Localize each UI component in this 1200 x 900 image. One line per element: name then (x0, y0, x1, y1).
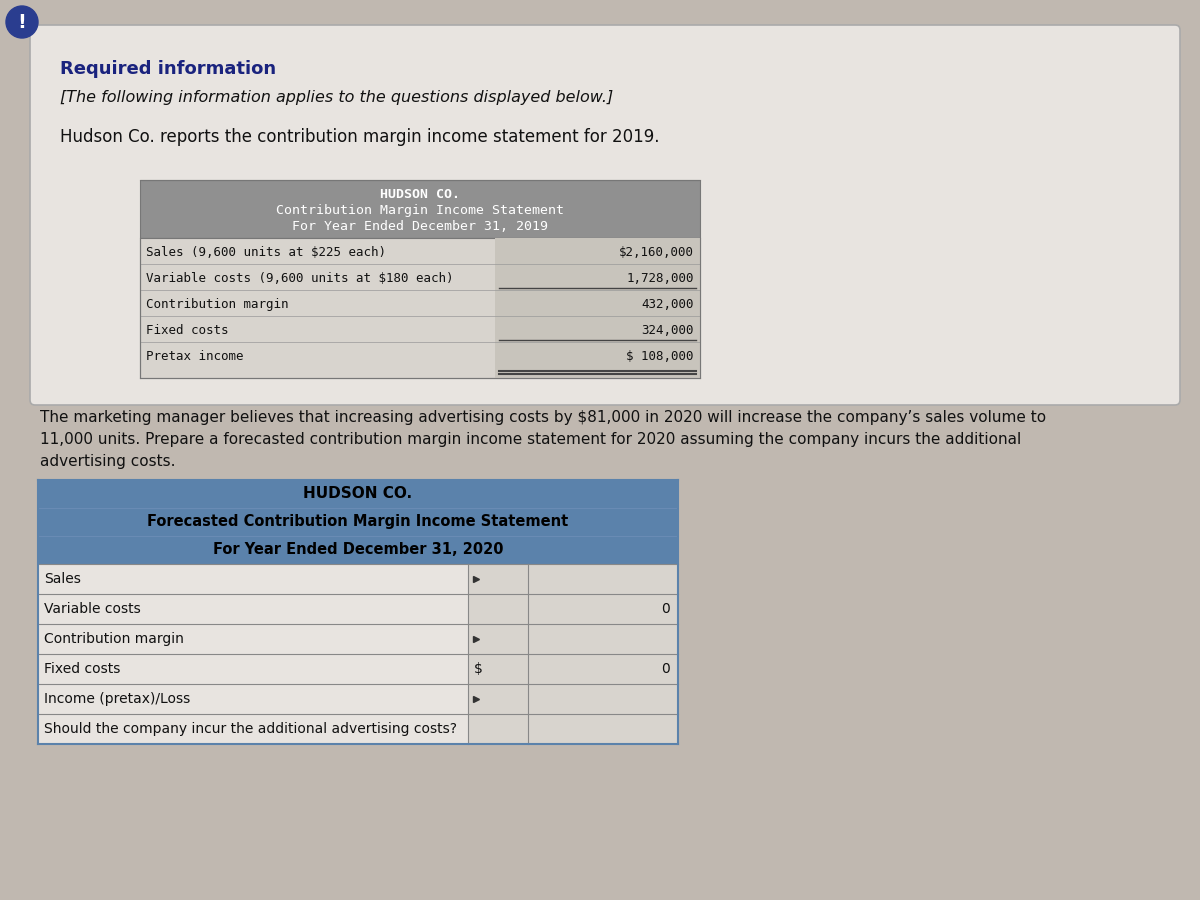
Text: The marketing manager believes that increasing advertising costs by $81,000 in 2: The marketing manager believes that incr… (40, 410, 1046, 425)
Bar (468, 594, 678, 624)
Text: Variable costs (9,600 units at $180 each): Variable costs (9,600 units at $180 each… (146, 272, 454, 285)
Bar (38, 624, 678, 654)
Text: 0: 0 (661, 602, 670, 616)
Bar (468, 564, 678, 594)
Text: 11,000 units. Prepare a forecasted contribution margin income statement for 2020: 11,000 units. Prepare a forecasted contr… (40, 432, 1021, 447)
Text: advertising costs.: advertising costs. (40, 454, 175, 469)
Text: HUDSON CO.: HUDSON CO. (304, 486, 413, 501)
Text: Sales (9,600 units at $225 each): Sales (9,600 units at $225 each) (146, 246, 386, 259)
Circle shape (6, 6, 38, 38)
Text: Pretax income: Pretax income (146, 350, 244, 363)
Bar (140, 180, 700, 238)
Bar (140, 238, 700, 378)
Text: HUDSON CO.: HUDSON CO. (380, 188, 460, 201)
Bar (468, 714, 678, 744)
Bar (38, 594, 678, 624)
FancyBboxPatch shape (30, 25, 1180, 405)
Text: 324,000: 324,000 (642, 324, 694, 337)
Bar (468, 624, 678, 654)
Text: Contribution margin: Contribution margin (44, 632, 184, 646)
Bar (38, 536, 678, 564)
Text: Sales: Sales (44, 572, 80, 586)
Text: !: ! (18, 13, 26, 32)
Bar (468, 654, 678, 684)
Bar (38, 564, 678, 594)
Text: 0: 0 (661, 662, 670, 676)
Text: For Year Ended December 31, 2019: For Year Ended December 31, 2019 (292, 220, 548, 233)
Bar (38, 684, 678, 714)
Bar (38, 714, 678, 744)
Text: 1,728,000: 1,728,000 (626, 272, 694, 285)
Text: $ 108,000: $ 108,000 (626, 350, 694, 363)
Text: Should the company incur the additional advertising costs?: Should the company incur the additional … (44, 722, 457, 736)
Text: Income (pretax)/Loss: Income (pretax)/Loss (44, 692, 191, 706)
Text: Contribution Margin Income Statement: Contribution Margin Income Statement (276, 204, 564, 217)
Bar (38, 480, 678, 508)
Text: [The following information applies to the questions displayed below.]: [The following information applies to th… (60, 90, 613, 105)
Text: Variable costs: Variable costs (44, 602, 140, 616)
Bar (38, 654, 678, 684)
Bar (38, 508, 678, 536)
Text: Contribution margin: Contribution margin (146, 298, 288, 311)
Text: $2,160,000: $2,160,000 (619, 246, 694, 259)
Text: Forecasted Contribution Margin Income Statement: Forecasted Contribution Margin Income St… (148, 514, 569, 529)
Bar (496, 238, 700, 378)
Text: Fixed costs: Fixed costs (44, 662, 120, 676)
Text: Hudson Co. reports the contribution margin income statement for 2019.: Hudson Co. reports the contribution marg… (60, 128, 660, 146)
Text: Fixed costs: Fixed costs (146, 324, 228, 337)
Text: For Year Ended December 31, 2020: For Year Ended December 31, 2020 (212, 542, 503, 557)
Text: 432,000: 432,000 (642, 298, 694, 311)
Text: Required information: Required information (60, 60, 276, 78)
Bar (468, 684, 678, 714)
Text: $: $ (474, 662, 482, 676)
